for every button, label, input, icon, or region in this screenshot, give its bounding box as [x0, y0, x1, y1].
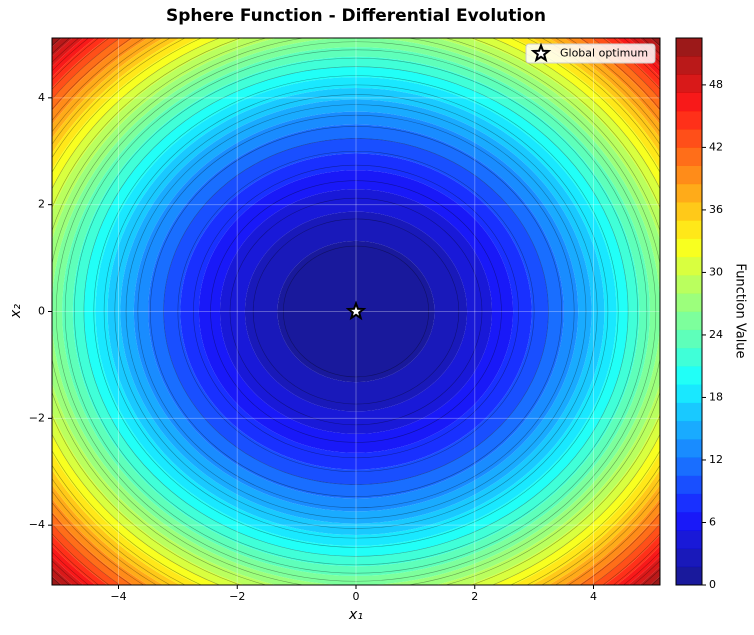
contour-line — [252, 218, 460, 405]
colorbar-band — [676, 347, 702, 367]
colorbar-band — [676, 238, 702, 258]
colorbar-band — [676, 202, 702, 221]
x-tick-label: 2 — [471, 590, 478, 603]
colorbar-band — [676, 256, 702, 276]
contour-line — [282, 245, 430, 378]
y-axis-label: x₂ — [8, 304, 24, 319]
contour-line — [74, 57, 638, 566]
colorbar-band — [676, 457, 702, 476]
colorbar-frame — [675, 37, 703, 586]
colorbar-tick-label: 6 — [709, 515, 716, 528]
colorbar-tick-label: 18 — [709, 390, 723, 403]
legend-box — [525, 43, 656, 64]
colorbar-band — [676, 420, 702, 440]
contour-line — [150, 126, 562, 497]
colorbar-band — [676, 56, 702, 75]
colorbar-band — [676, 475, 702, 495]
colorbar-band — [676, 530, 702, 549]
y-tick-label: 0 — [38, 305, 45, 318]
colorbar-label: Function Value — [733, 263, 748, 358]
contour-line — [125, 104, 587, 519]
colorbar-band — [676, 566, 702, 586]
y-tick-label: −2 — [29, 411, 45, 424]
contour-line — [163, 138, 549, 485]
contour-line — [55, 41, 657, 582]
contour-line — [103, 84, 609, 539]
colorbar-band — [676, 439, 702, 458]
contour-line — [210, 180, 502, 443]
y-tick-label: −4 — [29, 518, 45, 531]
colorbar-band — [676, 384, 702, 403]
optimum-marker — [345, 300, 367, 321]
contour-line — [177, 150, 535, 473]
legend-marker — [530, 42, 552, 63]
colorbar-band — [676, 402, 702, 422]
colorbar-band — [676, 311, 702, 331]
colorbar-band — [676, 147, 702, 166]
colorbar-tick-label: 42 — [709, 140, 723, 153]
contour-line — [64, 49, 648, 574]
colorbar-band — [676, 512, 702, 531]
colorbar-band — [676, 548, 702, 568]
x-axis-label: x₁ — [348, 607, 363, 623]
colorbar-band — [676, 493, 702, 513]
contour-line — [83, 66, 629, 557]
contour-line — [93, 75, 619, 548]
colorbar-band — [676, 92, 702, 112]
colorbar-tick-label: 30 — [709, 265, 723, 278]
chart-title: Sphere Function - Differential Evolution — [166, 6, 546, 26]
contour-line — [193, 164, 519, 459]
colorbar-tick-label: 48 — [709, 78, 723, 91]
colorbar-band — [676, 220, 702, 239]
colorbar-band — [676, 183, 702, 203]
colorbar-tick-label: 0 — [709, 578, 716, 591]
colorbar-band — [676, 110, 702, 130]
x-tick-label: −2 — [229, 590, 245, 603]
colorbar-tick-label: 36 — [709, 203, 723, 216]
colorbar-band — [676, 329, 702, 349]
x-tick-label: −4 — [110, 590, 126, 603]
contour-line — [137, 114, 575, 509]
y-tick-label: 2 — [38, 198, 45, 211]
y-tick-label: 4 — [38, 91, 45, 104]
colorbar-tick-label: 24 — [709, 328, 723, 341]
colorbar-band — [676, 74, 702, 93]
colorbar-band — [676, 129, 702, 148]
colorbar-band — [676, 275, 702, 294]
colorbar-band — [676, 38, 702, 57]
x-tick-label: 0 — [353, 590, 360, 603]
contour-line — [229, 197, 483, 426]
colorbar-band — [676, 165, 702, 185]
x-tick-label: 4 — [590, 590, 597, 603]
colorbar-tick-label: 12 — [709, 453, 723, 466]
colorbar-band — [676, 293, 702, 312]
contour-line — [114, 94, 598, 529]
legend-label: Global optimum — [560, 47, 648, 60]
colorbar-band — [676, 366, 702, 385]
